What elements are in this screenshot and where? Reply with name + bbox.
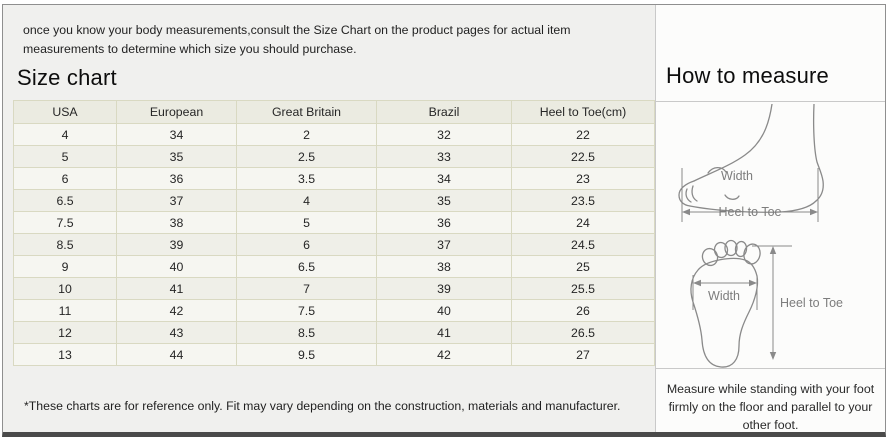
table-cell: 38 <box>116 211 237 234</box>
table-cell: 25.5 <box>511 277 655 300</box>
column-header: USA <box>13 100 117 124</box>
table-row: 6.5 37 4 35 23.5 <box>13 189 655 212</box>
table-cell: 22 <box>511 123 655 146</box>
table-cell: 43 <box>116 321 237 344</box>
column-header: European <box>116 100 237 124</box>
table-row: 5 35 2.5 33 22.5 <box>13 145 655 168</box>
size-table-header: USA European Great Britain Brazil Heel to To… <box>13 100 655 124</box>
table-cell: 37 <box>376 233 512 256</box>
table-cell: 10 <box>13 277 117 300</box>
table-cell: 7.5 <box>13 211 117 234</box>
table-cell: 2 <box>236 123 377 146</box>
table-cell: 41 <box>116 277 237 300</box>
reference-footnote: *These charts are for reference only. Fi… <box>24 399 621 413</box>
intro-text: once you know your body measurements,con… <box>23 23 571 57</box>
side-width-label: Width <box>721 169 753 183</box>
table-cell: 7 <box>236 277 377 300</box>
table-cell: 42 <box>376 343 512 366</box>
table-cell: 6.5 <box>236 255 377 278</box>
table-cell: 33 <box>376 145 512 168</box>
table-cell: 5 <box>13 145 117 168</box>
size-table-body: 4 34 2 32 22 5 35 2.5 33 22.5 6 36 3.5 34 23 6.5 37 4 35 23… <box>13 123 655 366</box>
table-cell: 25 <box>511 255 655 278</box>
table-row: 10 41 7 39 25.5 <box>13 277 655 300</box>
table-cell: 11 <box>13 299 117 322</box>
column-header: Great Britain <box>236 100 377 124</box>
table-cell: 8.5 <box>236 321 377 344</box>
table-cell: 24 <box>511 211 655 234</box>
table-cell: 12 <box>13 321 117 344</box>
table-cell: 3.5 <box>236 167 377 190</box>
table-cell: 6.5 <box>13 189 117 212</box>
table-cell: 40 <box>376 299 512 322</box>
top-width-label: Width <box>708 289 740 303</box>
foot-side-view-diagram: Width Heel to Toe <box>678 103 824 222</box>
side-length-label: Heel to Toe <box>718 205 781 219</box>
table-cell: 35 <box>376 189 512 212</box>
column-header: Heel to Toe(cm) <box>511 100 655 124</box>
foot-top-view-diagram: Width Heel to Toe <box>690 239 843 368</box>
table-cell: 40 <box>116 255 237 278</box>
table-row: 6 36 3.5 34 23 <box>13 167 655 190</box>
size-table: USA European Great Britain Brazil Heel to To… <box>13 100 655 366</box>
table-cell: 22.5 <box>511 145 655 168</box>
table-cell: 26.5 <box>511 321 655 344</box>
table-row: 9 40 6.5 38 25 <box>13 255 655 278</box>
table-cell: 4 <box>13 123 117 146</box>
table-row: 4 34 2 32 22 <box>13 123 655 146</box>
table-cell: 37 <box>116 189 237 212</box>
table-cell: 2.5 <box>236 145 377 168</box>
table-cell: 8.5 <box>13 233 117 256</box>
table-cell: 5 <box>236 211 377 234</box>
table-cell: 6 <box>236 233 377 256</box>
table-cell: 26 <box>511 299 655 322</box>
size-chart-title: Size chart <box>17 65 117 90</box>
how-to-measure-section: How to measure Width Heel <box>655 5 885 432</box>
table-cell: 35 <box>116 145 237 168</box>
table-cell: 36 <box>116 167 237 190</box>
table-row: 11 42 7.5 40 26 <box>13 299 655 322</box>
table-cell: 44 <box>116 343 237 366</box>
table-cell: 24.5 <box>511 233 655 256</box>
table-cell: 36 <box>376 211 512 234</box>
table-row: 7.5 38 5 36 24 <box>13 211 655 234</box>
table-cell: 9.5 <box>236 343 377 366</box>
table-cell: 23 <box>511 167 655 190</box>
table-cell: 38 <box>376 255 512 278</box>
table-cell: 9 <box>13 255 117 278</box>
table-cell: 34 <box>116 123 237 146</box>
table-cell: 42 <box>116 299 237 322</box>
table-cell: 34 <box>376 167 512 190</box>
page-frame: once you know your body measurements,con… <box>2 4 886 437</box>
table-row: 12 43 8.5 41 26.5 <box>13 321 655 344</box>
table-cell: 41 <box>376 321 512 344</box>
size-chart-section: once you know your body measurements,con… <box>3 5 655 432</box>
top-length-label: Heel to Toe <box>780 296 843 310</box>
measure-caption: Measure while standing with your foot fi… <box>666 382 875 432</box>
table-cell: 32 <box>376 123 512 146</box>
table-cell: 39 <box>376 277 512 300</box>
table-cell: 39 <box>116 233 237 256</box>
table-cell: 6 <box>13 167 117 190</box>
column-header: Brazil <box>376 100 512 124</box>
table-cell: 27 <box>511 343 655 366</box>
table-cell: 23.5 <box>511 189 655 212</box>
table-row: 8.5 39 6 37 24.5 <box>13 233 655 256</box>
table-cell: 7.5 <box>236 299 377 322</box>
table-cell: 4 <box>236 189 377 212</box>
how-to-measure-title: How to measure <box>666 63 829 88</box>
table-row: 13 44 9.5 42 27 <box>13 343 655 366</box>
measure-diagrams: Width Heel to Toe Wi <box>656 101 885 369</box>
table-cell: 13 <box>13 343 117 366</box>
